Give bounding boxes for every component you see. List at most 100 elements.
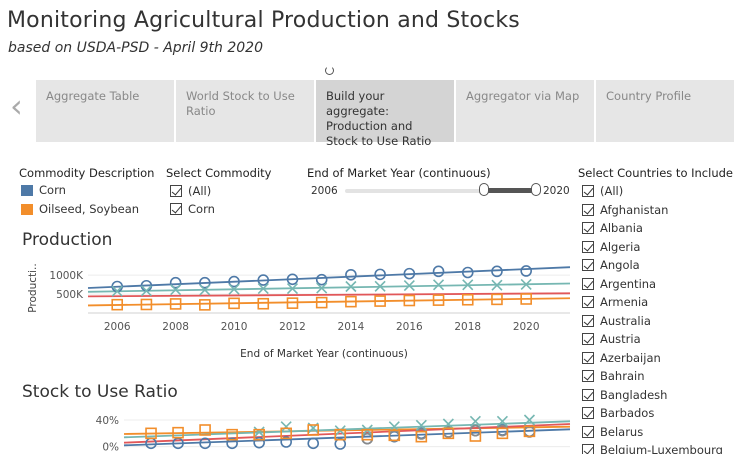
data-point bbox=[169, 298, 182, 310]
country-option-label: Azerbaijan bbox=[600, 350, 661, 365]
data-point bbox=[199, 424, 211, 436]
data-point bbox=[345, 280, 357, 293]
country-option[interactable]: (All) bbox=[582, 183, 623, 199]
data-point bbox=[388, 429, 401, 442]
data-point bbox=[257, 283, 269, 295]
country-option-label: Albania bbox=[600, 221, 643, 235]
data-point bbox=[491, 279, 503, 291]
tab-world-stock-to-use-ratio[interactable]: World Stock to Use Ratio bbox=[176, 80, 314, 142]
checkbox-checked-icon[interactable] bbox=[170, 203, 182, 215]
checkbox-checked-icon[interactable] bbox=[582, 240, 594, 253]
country-option[interactable]: Belarus bbox=[582, 424, 643, 440]
checkbox-checked-icon[interactable] bbox=[582, 259, 594, 271]
data-point bbox=[111, 298, 124, 311]
trend-line bbox=[87, 297, 571, 307]
data-point bbox=[491, 293, 503, 306]
data-point bbox=[257, 274, 270, 286]
country-option[interactable]: Bahrain bbox=[582, 368, 644, 384]
country-option[interactable]: Bangladesh bbox=[582, 387, 667, 403]
data-point bbox=[199, 276, 211, 289]
commodity-option-all[interactable]: (All) bbox=[170, 183, 211, 199]
data-point bbox=[316, 282, 328, 294]
country-option[interactable]: Armenia bbox=[582, 294, 648, 310]
data-point bbox=[415, 419, 427, 431]
data-point bbox=[442, 427, 455, 440]
country-option[interactable]: Algeria bbox=[582, 239, 640, 255]
checkbox-checked-icon[interactable] bbox=[582, 185, 594, 197]
country-option[interactable]: Azerbaijan bbox=[582, 350, 661, 366]
checkbox-checked-icon[interactable] bbox=[582, 314, 594, 327]
tab-country-profile[interactable]: Country Profile bbox=[596, 80, 734, 142]
production-x-axis-label: End of Market Year (continuous) bbox=[240, 348, 408, 360]
country-option[interactable]: Afghanistan bbox=[582, 202, 668, 218]
legend-item-soybean[interactable]: Oilseed, Soybean bbox=[21, 202, 139, 216]
checkbox-checked-icon[interactable] bbox=[582, 407, 594, 419]
data-point bbox=[228, 275, 240, 288]
trend-line bbox=[87, 266, 571, 289]
year-slider-track[interactable] bbox=[345, 189, 538, 193]
country-option[interactable]: Austria bbox=[582, 331, 641, 347]
x-tick-label: 2010 bbox=[221, 321, 248, 333]
tab-aggregator-via-map[interactable]: Aggregator via Map bbox=[456, 80, 594, 142]
trend-line bbox=[123, 423, 571, 444]
checkbox-checked-icon[interactable] bbox=[582, 388, 594, 401]
year-slider-min: 2006 bbox=[311, 185, 338, 197]
checkbox-checked-icon[interactable] bbox=[582, 444, 594, 454]
data-point bbox=[170, 284, 182, 296]
data-point bbox=[226, 428, 238, 441]
data-point bbox=[496, 427, 509, 440]
country-option-label: Afghanistan bbox=[600, 202, 669, 217]
tab-aggregate-table[interactable]: Aggregate Table bbox=[36, 80, 174, 142]
commodity-filter-title: Select Commodity bbox=[166, 166, 272, 180]
y-tick-label: 1000K bbox=[49, 270, 84, 282]
checkbox-checked-icon[interactable] bbox=[582, 425, 594, 438]
data-point bbox=[520, 265, 532, 277]
data-point bbox=[199, 284, 211, 296]
data-point bbox=[403, 294, 416, 307]
tab-build-your-aggregate[interactable]: Build your aggregate: Production and Sto… bbox=[316, 80, 454, 148]
country-option[interactable]: Albania bbox=[582, 220, 643, 236]
stock-ratio-title: Stock to Use Ratio bbox=[22, 382, 178, 402]
legend-label: Corn bbox=[39, 183, 66, 197]
checkbox-checked-icon[interactable] bbox=[582, 351, 594, 364]
x-tick-label: 2018 bbox=[454, 321, 481, 333]
commodity-option-corn[interactable]: Corn bbox=[170, 201, 215, 217]
checkbox-checked-icon[interactable] bbox=[582, 222, 594, 234]
x-tick-label: 2020 bbox=[513, 321, 540, 333]
country-option-label: Belarus bbox=[600, 424, 644, 439]
data-point bbox=[374, 268, 386, 281]
data-point bbox=[520, 293, 532, 305]
data-point bbox=[334, 425, 346, 437]
chevron-left-icon[interactable]: ‹ bbox=[10, 87, 23, 125]
data-point bbox=[462, 279, 474, 291]
data-point bbox=[374, 295, 386, 307]
data-point bbox=[415, 430, 428, 443]
data-point bbox=[461, 266, 474, 279]
data-point bbox=[145, 427, 157, 440]
country-option[interactable]: Belgium-Luxembourg bbox=[582, 442, 723, 454]
checkbox-checked-icon[interactable] bbox=[582, 296, 594, 308]
country-option[interactable]: Australia bbox=[582, 313, 651, 329]
year-slider-end-handle[interactable] bbox=[531, 183, 541, 196]
data-point bbox=[140, 298, 153, 311]
checkbox-checked-icon[interactable] bbox=[582, 333, 594, 345]
x-tick-label: 2006 bbox=[104, 321, 131, 333]
trend-line bbox=[87, 282, 571, 293]
checkbox-checked-icon[interactable] bbox=[582, 203, 594, 216]
checkbox-checked-icon[interactable] bbox=[582, 277, 594, 290]
country-option[interactable]: Angola bbox=[582, 257, 640, 273]
y-tick-label: 500K bbox=[56, 289, 84, 301]
production-y-axis-label: Producti.. bbox=[27, 263, 39, 312]
data-point bbox=[253, 426, 265, 438]
checkbox-checked-icon[interactable] bbox=[582, 370, 594, 382]
country-option[interactable]: Barbados bbox=[582, 405, 654, 421]
data-point bbox=[442, 418, 454, 430]
data-point bbox=[403, 267, 416, 280]
checkbox-checked-icon[interactable] bbox=[170, 185, 182, 197]
legend-item-corn[interactable]: Corn bbox=[21, 183, 66, 197]
country-option[interactable]: Argentina bbox=[582, 276, 656, 292]
year-slider-start-handle[interactable] bbox=[479, 183, 489, 196]
country-option-label: Bangladesh bbox=[600, 387, 668, 402]
story-tabs: Aggregate Table World Stock to Use Ratio… bbox=[36, 80, 734, 148]
data-point bbox=[523, 414, 536, 426]
